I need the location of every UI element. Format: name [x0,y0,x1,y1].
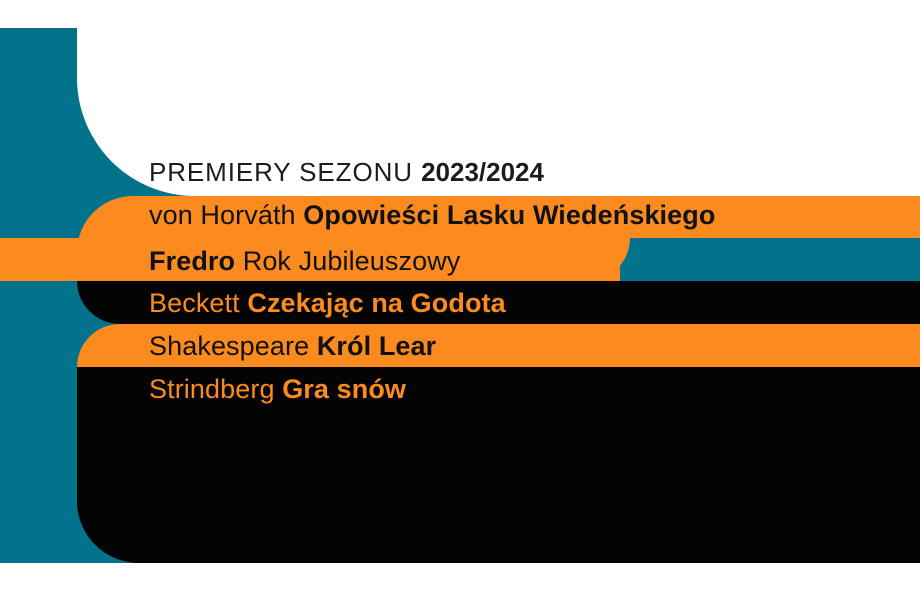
production-title-1: Opowieści Lasku Wiedeńskiego [303,200,716,230]
season-heading-label: PREMIERY SEZONU [149,157,422,187]
production-author-1: von Horváth [149,200,304,230]
production-title-2: Rok Jubileuszowy [242,246,461,276]
production-line-2: Fredro Rok Jubileuszowy [149,248,460,275]
production-title-4: Król Lear [316,331,437,361]
production-line-3: Beckett Czekając na Godota [149,290,506,317]
production-title-5: Gra snów [282,374,407,404]
production-line-5: Strindberg Gra snów [149,376,406,403]
production-author-3: Beckett [149,288,248,318]
production-author-5: Strindberg [149,374,283,404]
production-line-1: von Horváth Opowieści Lasku Wiedeńskiego [149,202,715,229]
black-band-beckett-shape [77,281,920,324]
black-band-lower-shape [77,367,920,563]
production-author-4: Shakespeare [149,331,317,361]
production-author-2: Fredro [149,246,243,276]
orange-band-lower-shape [77,324,920,367]
white-panel-shape [77,0,920,196]
season-heading-years: 2023/2024 [421,157,544,187]
teal-notch-shape [620,238,920,281]
production-line-4: Shakespeare Król Lear [149,333,436,360]
production-title-3: Czekając na Godota [247,288,506,318]
season-heading: PREMIERY SEZONU 2023/2024 [149,159,544,185]
orange-tongue-shape [0,238,620,281]
